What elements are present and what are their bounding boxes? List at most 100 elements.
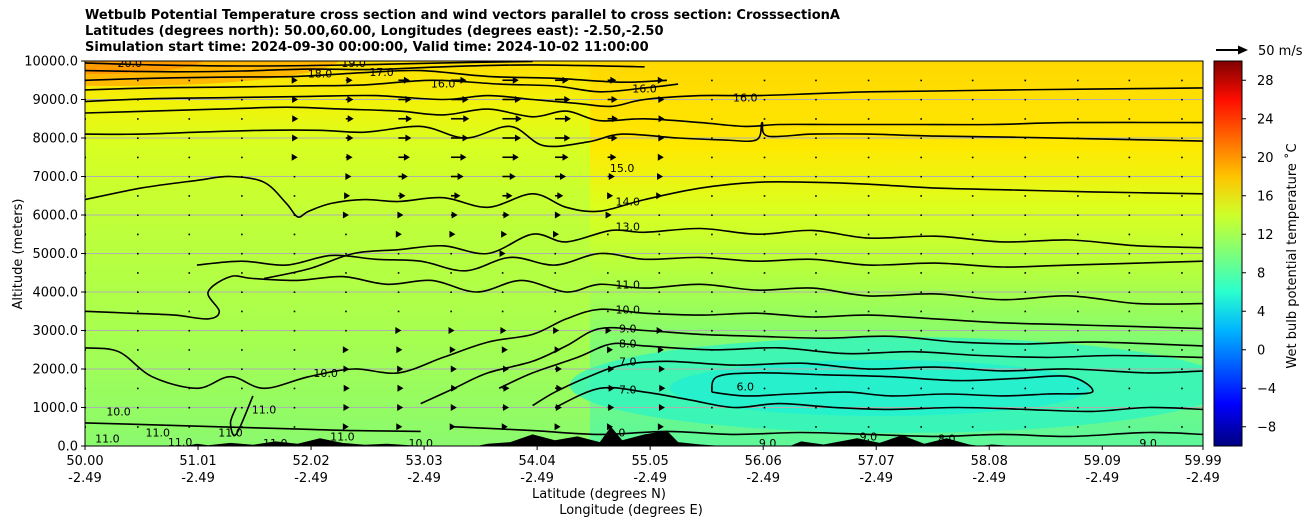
wind-vector-head xyxy=(557,192,564,200)
wind-vector xyxy=(763,426,766,428)
wind-vector xyxy=(1128,329,1131,332)
wind-vector xyxy=(1024,291,1027,293)
wind-vector-head xyxy=(607,346,614,354)
wind-vector xyxy=(293,368,296,370)
wind-vector xyxy=(345,310,347,313)
wind-vector xyxy=(1181,329,1183,332)
wind-vector xyxy=(867,349,870,351)
wind-vector xyxy=(241,195,243,197)
wind-vector-head xyxy=(397,211,404,219)
wind-vector xyxy=(397,310,400,313)
wind-vector xyxy=(920,118,922,120)
x-tick-label-longitude: -2.49 xyxy=(746,471,780,486)
colorbar-tick-label: 0 xyxy=(1257,343,1265,358)
x-tick-label-latitude: 54.04 xyxy=(519,454,556,469)
wind-vector xyxy=(867,426,870,428)
wind-vector xyxy=(136,387,139,390)
wind-vector-head xyxy=(555,404,562,411)
wind-vector xyxy=(1181,137,1183,139)
x-tick-label-latitude: 55.05 xyxy=(632,454,669,469)
wind-vector xyxy=(136,310,139,313)
wind-vector xyxy=(241,175,243,178)
wind-vector-head xyxy=(657,153,664,161)
wind-vector xyxy=(501,272,504,274)
quiver-key-label: 50 m/s xyxy=(1258,44,1303,59)
wind-vector xyxy=(815,156,817,159)
wind-vector xyxy=(920,310,922,313)
wind-vector xyxy=(867,310,870,313)
cool-pool-core xyxy=(670,360,1090,416)
x-tick-label-latitude: 59.09 xyxy=(1084,454,1121,469)
wind-vector xyxy=(1024,156,1027,159)
wind-vector xyxy=(711,349,713,351)
wind-vector xyxy=(763,175,766,178)
wind-vector xyxy=(1077,426,1079,428)
wind-vector-head xyxy=(611,134,618,142)
colorbar-tick-label: −4 xyxy=(1257,382,1276,397)
terrain-silhouette xyxy=(85,426,1203,446)
wind-vector xyxy=(763,79,766,82)
wind-vector xyxy=(345,272,347,274)
wind-vector xyxy=(1024,310,1027,313)
colorbar-tick-label: 24 xyxy=(1257,112,1274,127)
wind-vector xyxy=(1181,272,1183,274)
wind-vector-head xyxy=(343,365,350,373)
colorbar-tick-label: 20 xyxy=(1257,151,1274,166)
wind-vector xyxy=(815,214,817,216)
contour-label: 16.0 xyxy=(733,92,758,105)
wind-vector xyxy=(867,272,870,274)
wind-vector-head xyxy=(401,173,408,180)
wind-vector-head xyxy=(397,384,404,392)
wind-vector xyxy=(920,195,922,197)
wind-vector xyxy=(763,387,766,390)
wind-vector xyxy=(1077,233,1079,236)
wind-vector xyxy=(136,406,139,409)
contour-label: 13.0 xyxy=(616,221,641,234)
wind-vector xyxy=(971,79,974,82)
x-tick-label-latitude: 58.08 xyxy=(971,454,1008,469)
wind-vector xyxy=(815,195,817,197)
wind-vector-head xyxy=(564,115,571,123)
wind-vector xyxy=(1024,406,1027,409)
wind-vector-head xyxy=(346,153,353,161)
wind-vector xyxy=(815,118,817,120)
wind-vector xyxy=(1024,214,1027,216)
wind-vector-head xyxy=(610,76,617,84)
wind-vector-head xyxy=(448,327,455,334)
wind-vector xyxy=(188,426,191,428)
wind-vector xyxy=(971,118,974,120)
x-tick-label-longitude: -2.49 xyxy=(633,471,667,486)
wind-vector-head xyxy=(503,384,510,392)
wind-vector-head xyxy=(342,423,349,431)
wind-vector-head xyxy=(403,153,410,161)
wind-vector xyxy=(763,291,766,293)
wind-vector xyxy=(815,329,817,332)
wind-vector xyxy=(188,137,191,139)
wind-vector xyxy=(1077,137,1079,139)
wind-vector xyxy=(920,79,922,82)
wind-vector xyxy=(763,195,766,197)
wind-vector xyxy=(293,175,296,178)
wind-vector-head xyxy=(658,115,665,123)
y-tick-label: 3000.0 xyxy=(33,324,79,339)
contour-label: 9.0 xyxy=(608,427,626,440)
wind-vector xyxy=(1181,79,1183,82)
wind-vector xyxy=(1077,387,1079,390)
x-tick-label-longitude: -2.49 xyxy=(68,471,102,486)
wind-vector xyxy=(1181,118,1183,120)
wind-vector-head xyxy=(657,423,664,431)
wind-vector xyxy=(711,406,713,409)
wind-vector xyxy=(815,272,817,274)
y-tick-label: 5000.0 xyxy=(33,247,79,262)
contour-line xyxy=(498,342,1203,390)
wind-vector-head xyxy=(462,134,469,142)
wind-vector xyxy=(658,214,661,216)
wind-vector xyxy=(188,118,191,120)
wind-vector xyxy=(971,137,974,139)
contour-label: 11.0 xyxy=(616,278,641,291)
wind-vector xyxy=(136,329,139,332)
wind-vector-head xyxy=(405,96,412,103)
wind-vector xyxy=(1024,137,1027,139)
wind-vector xyxy=(1077,349,1079,351)
x-tick-label-longitude: -2.49 xyxy=(859,471,893,486)
